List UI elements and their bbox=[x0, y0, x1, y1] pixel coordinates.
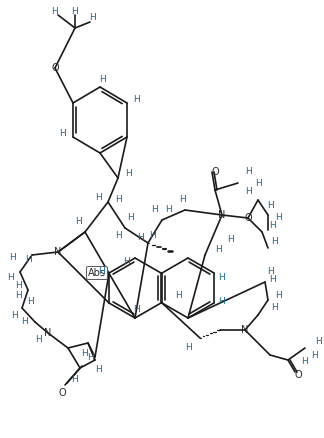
Text: H: H bbox=[219, 272, 226, 282]
Text: N: N bbox=[241, 325, 249, 335]
Text: H: H bbox=[12, 311, 18, 321]
Text: O: O bbox=[211, 167, 219, 177]
Text: H: H bbox=[124, 258, 130, 266]
Text: H: H bbox=[6, 273, 13, 283]
Text: H: H bbox=[133, 95, 140, 105]
Text: H: H bbox=[272, 304, 278, 312]
Text: N: N bbox=[44, 328, 52, 338]
Text: H: H bbox=[214, 246, 221, 254]
Text: O: O bbox=[51, 63, 59, 73]
Text: H: H bbox=[99, 74, 106, 84]
Text: H: H bbox=[272, 237, 278, 247]
Text: H: H bbox=[87, 353, 93, 363]
Text: H: H bbox=[98, 266, 104, 276]
Text: H: H bbox=[150, 230, 156, 240]
Text: Abs: Abs bbox=[88, 268, 106, 278]
Text: H: H bbox=[95, 194, 101, 202]
Text: H: H bbox=[22, 318, 29, 326]
Text: H: H bbox=[165, 205, 171, 215]
Text: H: H bbox=[52, 7, 58, 17]
Text: H: H bbox=[255, 179, 261, 187]
Text: N: N bbox=[218, 210, 226, 220]
Text: H: H bbox=[226, 236, 233, 244]
Text: H: H bbox=[75, 218, 81, 226]
Text: H: H bbox=[15, 292, 21, 300]
Text: H: H bbox=[275, 213, 281, 223]
Text: H: H bbox=[15, 280, 21, 290]
Text: H: H bbox=[275, 290, 281, 300]
Text: H: H bbox=[269, 220, 275, 230]
Text: H: H bbox=[115, 195, 122, 205]
Text: H: H bbox=[82, 349, 88, 357]
Text: H: H bbox=[25, 255, 31, 265]
Text: H: H bbox=[27, 297, 33, 307]
Text: H: H bbox=[152, 205, 158, 215]
Text: H: H bbox=[115, 230, 122, 240]
Text: N: N bbox=[54, 247, 62, 257]
Text: O: O bbox=[58, 388, 66, 398]
Text: H: H bbox=[35, 336, 41, 345]
Text: H: H bbox=[219, 297, 226, 305]
Text: H: H bbox=[312, 350, 318, 360]
Text: H: H bbox=[175, 290, 181, 300]
Text: H: H bbox=[245, 187, 251, 197]
Text: H: H bbox=[133, 305, 140, 314]
Text: H: H bbox=[185, 343, 191, 353]
Text: O: O bbox=[244, 213, 252, 223]
Text: H: H bbox=[60, 130, 66, 138]
Text: H: H bbox=[127, 213, 133, 223]
Text: H: H bbox=[315, 338, 321, 346]
Text: H: H bbox=[9, 254, 15, 262]
Text: H: H bbox=[72, 375, 78, 385]
Text: H: H bbox=[302, 357, 308, 367]
Text: H: H bbox=[137, 233, 144, 241]
Text: H: H bbox=[95, 365, 101, 374]
Text: H: H bbox=[125, 169, 131, 177]
Text: O: O bbox=[294, 370, 302, 380]
Text: H: H bbox=[269, 276, 275, 285]
Text: H: H bbox=[267, 268, 273, 276]
Text: H: H bbox=[72, 7, 78, 17]
Text: H: H bbox=[179, 195, 186, 205]
Text: H: H bbox=[267, 201, 273, 209]
Text: H: H bbox=[89, 14, 95, 22]
Text: H: H bbox=[245, 167, 251, 177]
